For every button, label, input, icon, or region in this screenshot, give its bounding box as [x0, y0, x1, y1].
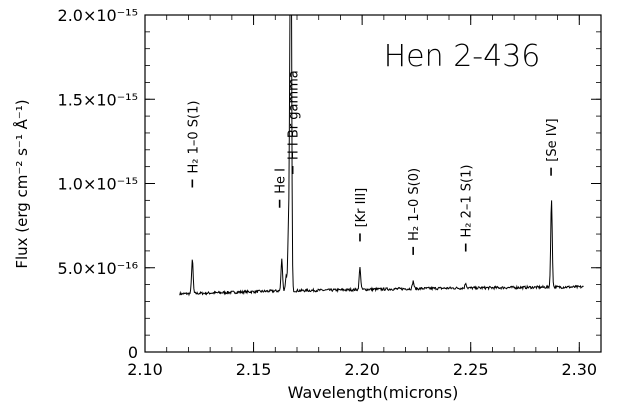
- line-identifications: H₂ 1–0 S(1) He I H I Br gamma [Kr III] H₂ 1–…: [186, 70, 560, 255]
- line-id-label: H I Br gamma: [287, 70, 302, 160]
- x-tick-label: 2.10: [127, 360, 163, 379]
- x-tick-label: 2.15: [236, 360, 272, 379]
- y-tick-label: 0: [128, 343, 138, 362]
- x-axis-label: Wavelength(microns): [288, 383, 459, 402]
- line-id-label: [Kr III]: [354, 188, 369, 228]
- line-id-label: H₂ 1–0 S(1): [186, 101, 201, 174]
- plot-frame: [144, 14, 602, 353]
- spectrum-layer: [179, 14, 584, 297]
- chart-title: Hen 2-436: [384, 39, 541, 74]
- x-tick-label: 2.20: [344, 360, 380, 379]
- line-id-label: [Se IV]: [545, 118, 560, 161]
- line-id-label: He I: [274, 168, 289, 194]
- y-tick-label: 5.0×10⁻¹⁶: [58, 259, 138, 278]
- x-tick-label: 2.25: [453, 360, 489, 379]
- tick-labels: 2.10 2.15 2.20 2.25 2.30 0 5.0×10⁻¹⁶ 1.0×10⁻¹⁵ 1…: [58, 6, 598, 379]
- line-id-label: H₂ 2–1 S(1): [460, 165, 475, 238]
- spectrum-line: [179, 14, 584, 297]
- line-id-label: H₂ 1–0 S(0): [407, 168, 422, 241]
- y-tick-label: 1.5×10⁻¹⁵: [58, 90, 138, 109]
- y-tick-label: 2.0×10⁻¹⁵: [58, 6, 138, 25]
- x-tick-label: 2.30: [561, 360, 597, 379]
- axis-ticks: [144, 14, 601, 353]
- y-axis-label: Flux (erg cm⁻² s⁻¹ Å⁻¹): [12, 99, 31, 268]
- y-tick-label: 1.0×10⁻¹⁵: [58, 175, 138, 194]
